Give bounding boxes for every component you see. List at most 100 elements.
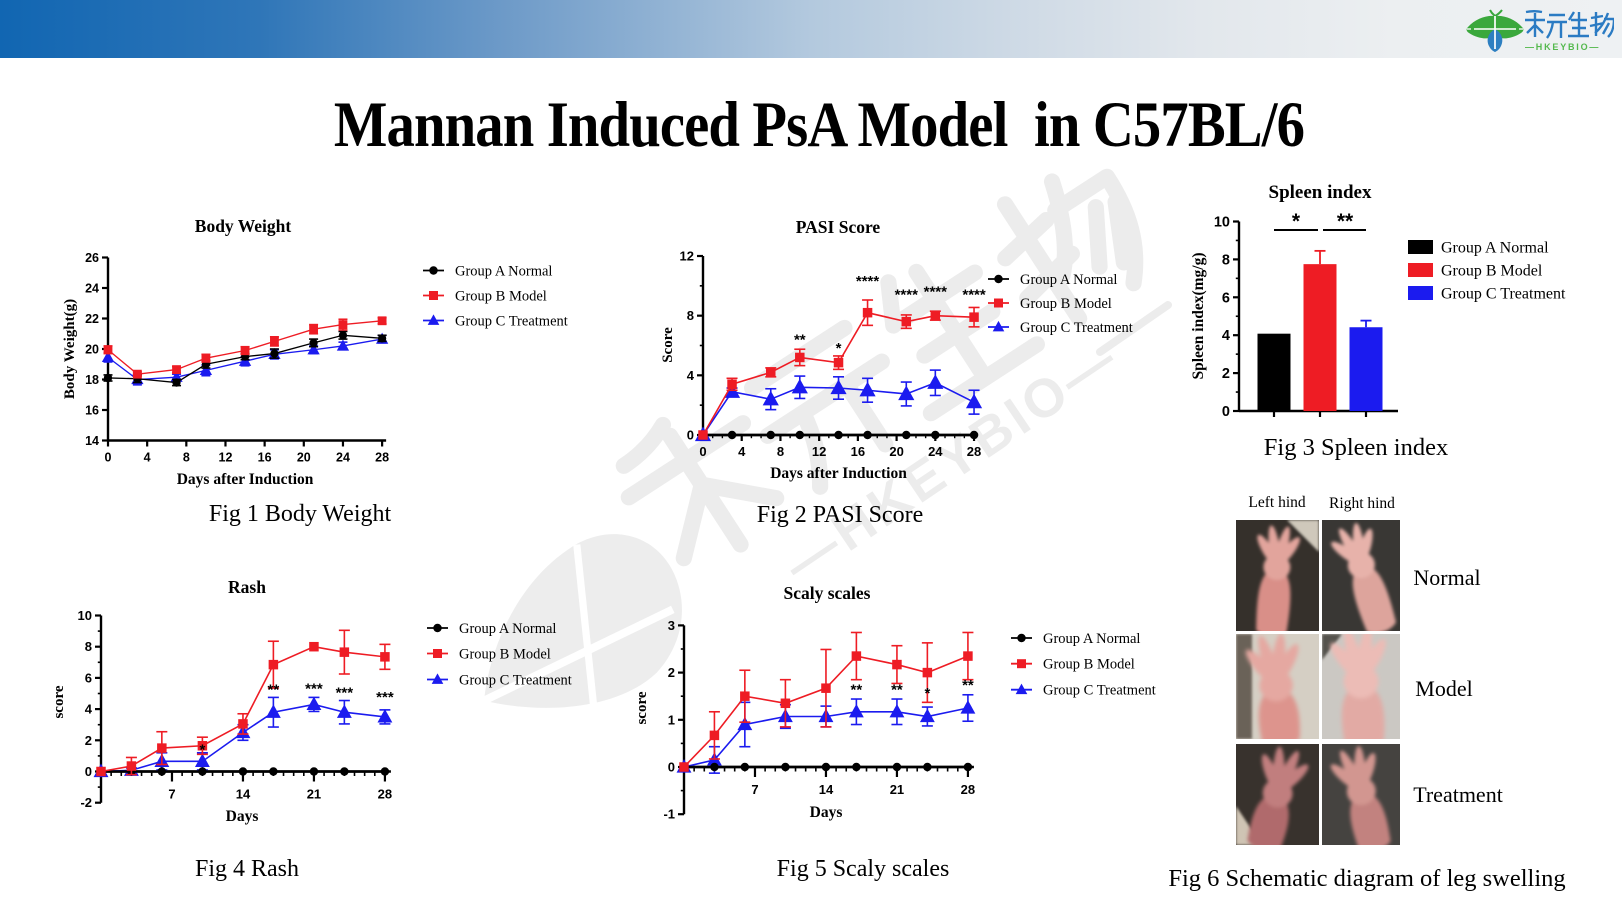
svg-text:Group A Normal: Group A Normal <box>1020 272 1117 288</box>
svg-text:Group A Normal: Group A Normal <box>1043 631 1140 647</box>
svg-text:Days after Induction: Days after Induction <box>770 465 907 482</box>
svg-text:8: 8 <box>1222 252 1230 268</box>
svg-text:28: 28 <box>967 444 981 459</box>
svg-text:16: 16 <box>85 404 99 418</box>
svg-text:Model: Model <box>1415 676 1472 701</box>
svg-text:24: 24 <box>85 282 99 296</box>
svg-text:*: * <box>199 741 205 758</box>
svg-text:**: ** <box>794 331 806 348</box>
svg-text:1: 1 <box>668 712 675 727</box>
svg-text:Right hind: Right hind <box>1329 495 1395 512</box>
svg-text:0: 0 <box>105 451 112 465</box>
svg-text:Body Weight: Body Weight <box>195 216 292 236</box>
svg-text:14: 14 <box>819 782 834 797</box>
svg-text:4: 4 <box>1222 328 1230 344</box>
svg-text:Body Weight(g): Body Weight(g) <box>62 299 78 399</box>
svg-text:7: 7 <box>168 787 175 802</box>
svg-text:Group C Treatment: Group C Treatment <box>1441 286 1566 303</box>
svg-text:****: **** <box>895 287 919 304</box>
svg-text:Fig 4 Rash: Fig 4 Rash <box>195 856 299 882</box>
svg-text:Fig 5 Scaly scales: Fig 5 Scaly scales <box>777 856 950 882</box>
svg-text:Group C Treatment: Group C Treatment <box>1043 683 1156 699</box>
svg-text:16: 16 <box>851 444 865 459</box>
svg-text:Fig 3 Spleen index: Fig 3 Spleen index <box>1264 434 1448 461</box>
svg-text:4: 4 <box>144 451 151 465</box>
svg-text:26: 26 <box>85 251 99 265</box>
svg-text:24: 24 <box>336 451 350 465</box>
svg-text:2: 2 <box>1222 366 1230 382</box>
svg-text:0: 0 <box>687 428 694 443</box>
svg-text:28: 28 <box>375 451 389 465</box>
svg-text:-2: -2 <box>80 795 92 810</box>
svg-text:Group A Normal: Group A Normal <box>455 264 552 280</box>
svg-text:Left hind: Left hind <box>1248 494 1305 511</box>
svg-text:****: **** <box>856 273 880 290</box>
svg-text:Days: Days <box>810 804 843 821</box>
svg-text:Normal: Normal <box>1413 565 1480 590</box>
svg-text:22: 22 <box>85 312 99 326</box>
svg-text:18: 18 <box>85 373 99 387</box>
svg-text:14: 14 <box>236 787 251 802</box>
svg-text:Group B Model: Group B Model <box>459 647 551 663</box>
svg-text:16: 16 <box>258 451 272 465</box>
svg-text:***: *** <box>376 689 394 706</box>
svg-text:8: 8 <box>183 451 190 465</box>
svg-text:Fig 6 Schematic diagram of leg: Fig 6 Schematic diagram of leg swelling <box>1168 865 1565 892</box>
svg-text:28: 28 <box>378 787 392 802</box>
svg-text:21: 21 <box>890 782 904 797</box>
svg-text:7: 7 <box>751 782 758 797</box>
svg-text:—HKEYBIO—: —HKEYBIO— <box>1525 42 1600 52</box>
svg-text:**: ** <box>851 682 863 699</box>
svg-text:20: 20 <box>297 451 311 465</box>
svg-text:Scaly scales: Scaly scales <box>783 583 870 603</box>
svg-text:Group A Normal: Group A Normal <box>459 621 556 637</box>
svg-text:0: 0 <box>85 764 92 779</box>
svg-text:Treatment: Treatment <box>1413 782 1503 807</box>
svg-text:***: *** <box>305 681 323 698</box>
svg-text:score: score <box>634 691 650 724</box>
svg-text:Fig 2 PASI Score: Fig 2 PASI Score <box>757 502 923 528</box>
svg-text:score: score <box>51 685 67 718</box>
svg-text:Spleen index: Spleen index <box>1269 182 1372 203</box>
svg-text:-1: -1 <box>663 807 675 822</box>
svg-text:Days after Induction: Days after Induction <box>177 471 314 488</box>
svg-text:4: 4 <box>687 368 695 383</box>
svg-text:2: 2 <box>85 733 92 748</box>
svg-text:4: 4 <box>738 444 746 459</box>
svg-text:12: 12 <box>680 249 694 264</box>
svg-text:Spleen index(mg/g): Spleen index(mg/g) <box>1190 252 1207 379</box>
svg-text:12: 12 <box>219 451 233 465</box>
svg-text:20: 20 <box>85 343 99 357</box>
svg-text:***: *** <box>336 685 354 702</box>
svg-text:3: 3 <box>668 618 675 633</box>
svg-text:Group B Model: Group B Model <box>1441 263 1543 280</box>
svg-text:Group C Treatment: Group C Treatment <box>459 673 572 689</box>
svg-text:Group C Treatment: Group C Treatment <box>1020 320 1133 336</box>
svg-text:Group B Model: Group B Model <box>1020 296 1112 312</box>
svg-text:0: 0 <box>1222 404 1230 420</box>
svg-text:*: * <box>924 685 930 702</box>
svg-text:Group B Model: Group B Model <box>455 289 547 305</box>
svg-text:**: ** <box>1337 210 1354 233</box>
svg-text:Fig 1 Body Weight: Fig 1 Body Weight <box>209 501 392 527</box>
svg-text:21: 21 <box>307 787 321 802</box>
svg-text:**: ** <box>962 677 974 694</box>
svg-text:*: * <box>1292 210 1301 233</box>
svg-text:**: ** <box>891 682 903 699</box>
svg-text:12: 12 <box>812 444 826 459</box>
svg-text:Group B Model: Group B Model <box>1043 657 1135 673</box>
svg-text:8: 8 <box>687 308 694 323</box>
svg-text:Score: Score <box>660 327 676 363</box>
svg-text:6: 6 <box>85 670 92 685</box>
svg-text:*: * <box>836 340 842 357</box>
svg-text:8: 8 <box>777 444 784 459</box>
svg-text:Days: Days <box>226 808 259 825</box>
svg-text:Group A Normal: Group A Normal <box>1441 240 1549 257</box>
svg-text:**: ** <box>268 681 280 698</box>
svg-text:Rash: Rash <box>228 577 266 597</box>
svg-text:10: 10 <box>1214 215 1230 231</box>
svg-text:28: 28 <box>961 782 975 797</box>
svg-text:10: 10 <box>78 608 92 623</box>
svg-text:24: 24 <box>928 444 943 459</box>
svg-text:0: 0 <box>699 444 706 459</box>
